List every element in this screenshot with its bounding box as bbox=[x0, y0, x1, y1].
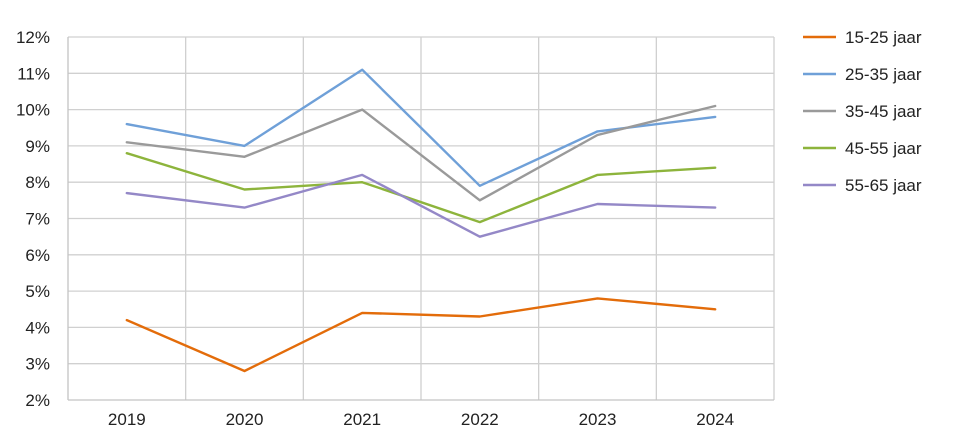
legend: 15-25 jaar 25-35 jaar 35-45 jaar 45-55 jaar… bbox=[803, 28, 922, 195]
x-tick-label: 2023 bbox=[579, 410, 617, 429]
x-tick-label: 2022 bbox=[461, 410, 499, 429]
legend-label: 45-55 jaar bbox=[845, 139, 922, 158]
y-tick-label: 5% bbox=[25, 282, 50, 301]
x-tick-label: 2020 bbox=[226, 410, 264, 429]
y-axis-ticks: 2% 3% 4% 5% 6% 7% 8% 9% 10% 11% 12% bbox=[16, 28, 50, 410]
x-axis-ticks: 2019 2020 2021 2022 2023 2024 bbox=[108, 410, 734, 429]
series-line-3 bbox=[125, 104, 717, 202]
y-tick-label: 3% bbox=[25, 355, 50, 374]
x-tick-label: 2019 bbox=[108, 410, 146, 429]
y-tick-label: 9% bbox=[25, 137, 50, 156]
grid-lines bbox=[68, 36, 775, 400]
series-line-4 bbox=[125, 151, 717, 224]
axes bbox=[67, 37, 774, 401]
legend-label: 15-25 jaar bbox=[845, 28, 922, 47]
y-tick-label: 2% bbox=[25, 391, 50, 410]
y-tick-label: 4% bbox=[25, 318, 50, 337]
y-tick-label: 11% bbox=[17, 64, 50, 83]
y-tick-label: 12% bbox=[16, 28, 50, 47]
y-tick-label: 6% bbox=[25, 246, 50, 265]
legend-label: 55-65 jaar bbox=[845, 176, 922, 195]
legend-label: 25-35 jaar bbox=[845, 65, 922, 84]
x-tick-label: 2021 bbox=[343, 410, 381, 429]
series-line-1 bbox=[125, 297, 717, 373]
series-line-5 bbox=[125, 173, 717, 238]
y-tick-label: 10% bbox=[16, 101, 50, 120]
y-tick-label: 7% bbox=[25, 210, 50, 229]
legend-label: 35-45 jaar bbox=[845, 102, 922, 121]
x-tick-label: 2024 bbox=[696, 410, 734, 429]
series-lines bbox=[125, 68, 717, 373]
y-tick-label: 8% bbox=[25, 173, 50, 192]
